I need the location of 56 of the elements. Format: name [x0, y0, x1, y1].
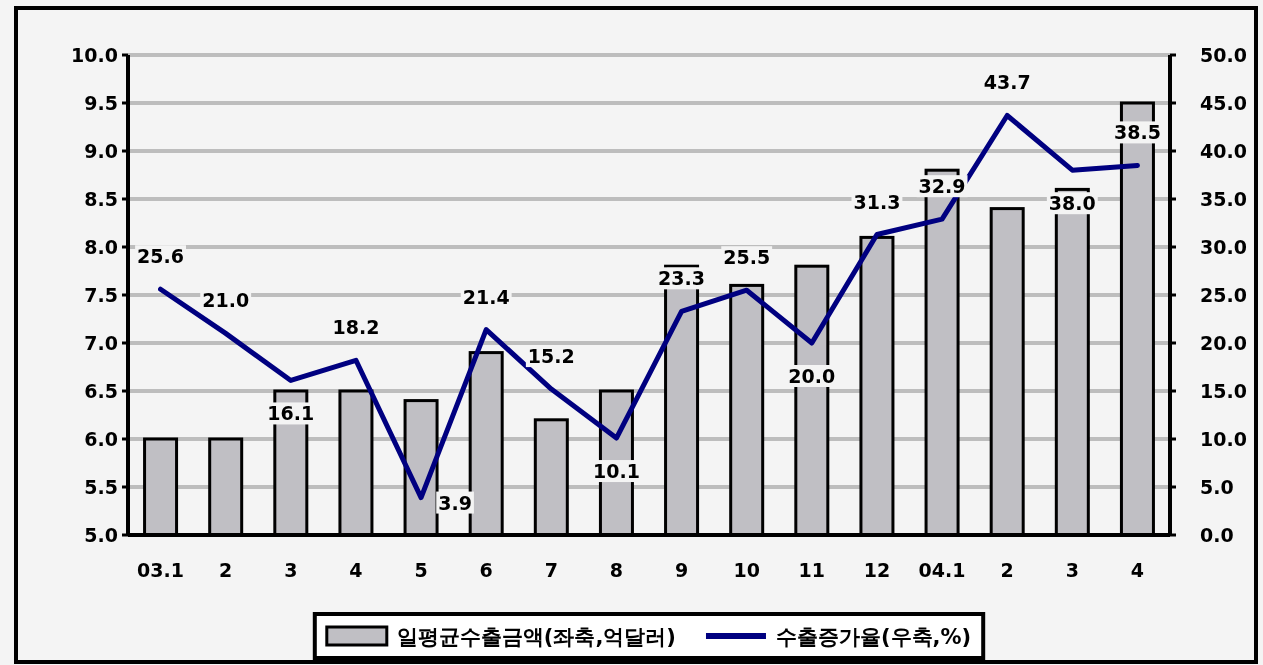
data-label: 38.5: [1113, 121, 1161, 144]
x-tick-label: 3: [1065, 559, 1079, 581]
y-tick-label: 8.0: [84, 236, 118, 258]
y-tick-label: 7.0: [84, 332, 118, 354]
x-tick-label: 11: [798, 559, 826, 581]
y-tick-label: 6.5: [84, 380, 118, 402]
data-label: 20.0: [788, 365, 836, 387]
y-tick-label: 10.0: [71, 44, 118, 66]
data-label: 25.5: [723, 246, 771, 269]
x-tick-label: 10: [733, 559, 760, 581]
y-tick-label: 9.0: [84, 140, 118, 162]
x-tick-label: 5: [414, 559, 428, 581]
y2-tick-label: 40.0: [1200, 140, 1247, 162]
x-tick-label: 12: [863, 559, 891, 581]
data-label: 32.9: [918, 175, 966, 198]
y-tick-label: 7.5: [84, 284, 118, 306]
y-tick-label: 9.5: [84, 92, 118, 114]
y2-tick-label: 0.0: [1200, 524, 1234, 546]
data-label: 23.3: [658, 267, 706, 290]
data-label: 25.6: [137, 245, 185, 268]
data-label: 21.4: [462, 285, 510, 308]
x-tick-label: 7: [544, 559, 558, 581]
y2-tick-label: 25.0: [1200, 284, 1247, 306]
legend-label: 수출증가율(우축,%): [775, 625, 972, 649]
y2-tick-label: 50.0: [1200, 44, 1247, 66]
x-tick-label: 8: [609, 559, 624, 581]
y2-tick-label: 30.0: [1200, 236, 1247, 258]
data-label: 10.1: [592, 460, 640, 483]
legend-label: 일평균수출금액(좌축,억달러): [396, 625, 676, 649]
x-tick-label: 04.1: [918, 559, 966, 581]
y-tick-label: 5.5: [84, 476, 118, 498]
x-tick-label: 2: [219, 559, 233, 581]
x-tick-label: 4: [1130, 559, 1145, 581]
data-label: 18.2: [332, 316, 380, 339]
x-tick-label: 6: [479, 559, 493, 581]
data-label: 43.7: [983, 71, 1031, 94]
data-label: 31.3: [853, 190, 901, 213]
y2-tick-label: 20.0: [1200, 332, 1247, 354]
data-label: 15.2: [527, 345, 575, 368]
x-tick-label: 9: [674, 559, 689, 581]
y-tick-label: 8.5: [84, 188, 118, 210]
data-label: 38.0: [1048, 192, 1096, 215]
x-tick-label: 4: [349, 559, 363, 581]
y2-tick-label: 45.0: [1200, 92, 1247, 114]
y2-tick-label: 35.0: [1200, 188, 1247, 210]
x-tick-label: 2: [1000, 559, 1014, 581]
y-tick-label: 5.0: [84, 524, 118, 546]
y2-tick-label: 15.0: [1200, 380, 1247, 402]
x-tick-label: 3: [284, 559, 298, 581]
y2-tick-label: 5.0: [1200, 476, 1234, 498]
data-label: 3.9: [438, 491, 472, 514]
data-label: 16.1: [267, 402, 315, 425]
data-label: 21.0: [202, 289, 250, 312]
y2-tick-label: 10.0: [1200, 428, 1247, 450]
x-tick-label: 03.1: [137, 559, 185, 581]
y-tick-label: 6.0: [84, 428, 118, 450]
